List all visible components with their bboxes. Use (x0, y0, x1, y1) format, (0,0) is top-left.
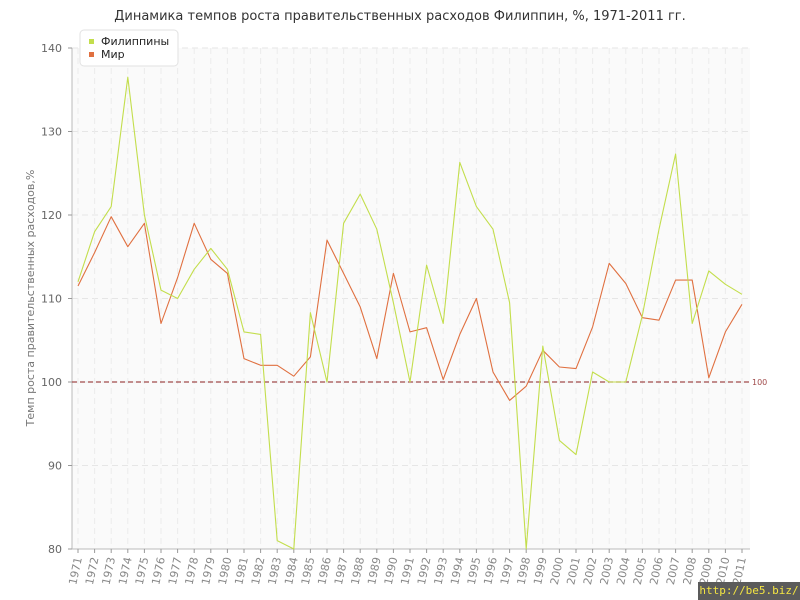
x-tick-label: 2002 (581, 556, 600, 586)
x-tick-label: 1987 (332, 556, 351, 586)
x-tick-label: 2010 (714, 556, 733, 586)
x-tick-label: 1997 (498, 556, 517, 586)
x-tick-label: 1983 (266, 556, 285, 586)
x-tick-label: 1995 (465, 556, 484, 586)
x-tick-label: 1977 (166, 556, 185, 586)
x-tick-label: 1979 (199, 556, 218, 586)
legend[interactable]: Филиппины Мир (79, 29, 179, 67)
x-tick-label: 2009 (697, 556, 716, 586)
x-tick-label: 2007 (664, 556, 683, 586)
x-tick-label: 2011 (730, 556, 749, 586)
x-tick-label: 1975 (133, 556, 152, 586)
legend-label-philippines: Филиппины (101, 35, 169, 48)
x-tick-label: 2000 (548, 556, 567, 586)
y-tick-label: 90 (48, 460, 62, 473)
series-line-world (77, 216, 743, 401)
x-tick-label: 2004 (614, 556, 633, 586)
chart-title: Динамика темпов роста правительственных … (114, 9, 686, 24)
y-tick-label: 140 (41, 42, 62, 55)
legend-label-world: Мир (101, 48, 125, 61)
x-tick-label: 1990 (382, 556, 401, 586)
x-tick-label: 1986 (315, 556, 334, 586)
x-tick-label: 1984 (282, 556, 301, 586)
x-tick-label: 1973 (100, 556, 119, 586)
x-tick-label: 1992 (415, 556, 434, 586)
watermark-link[interactable]: http://be5.biz/ (698, 582, 800, 600)
y-tick-label: 100 (41, 376, 62, 389)
x-tick-label: 1974 (116, 556, 135, 586)
x-tick-label: 2008 (681, 556, 700, 586)
x-tick-label: 1999 (531, 556, 550, 586)
x-tick-label: 2003 (598, 556, 617, 586)
x-tick-label: 1993 (432, 556, 451, 586)
x-axis-ticks: 1971197219731974197519761977197819791980… (66, 549, 749, 586)
reference-line-group: 100 (72, 378, 767, 387)
x-tick-label: 2001 (564, 556, 583, 586)
x-tick-label: 1989 (365, 556, 384, 586)
y-axis-ticks: 80 90 100 110 120 130 140 (41, 42, 72, 556)
x-tick-label: 1985 (299, 556, 318, 586)
x-tick-label: 1994 (448, 556, 467, 586)
y-tick-label: 80 (48, 543, 62, 556)
x-tick-label: 1998 (515, 556, 534, 586)
x-tick-label: 1978 (183, 556, 202, 586)
reference-line-label: 100 (752, 378, 767, 387)
y-tick-label: 120 (41, 209, 62, 222)
y-tick-label: 130 (41, 126, 62, 139)
series-line-philippines (77, 76, 743, 550)
x-tick-label: 2006 (647, 556, 666, 586)
legend-swatch-philippines (89, 39, 94, 44)
x-tick-label: 1981 (232, 556, 251, 586)
x-tick-label: 1972 (83, 556, 102, 586)
x-tick-label: 1971 (66, 556, 85, 586)
series-group (77, 76, 743, 550)
x-tick-label: 2005 (631, 556, 650, 586)
x-tick-label: 1976 (149, 556, 168, 586)
x-tick-label: 1991 (398, 556, 417, 586)
y-axis-label: Темп роста правительственных расходов,% (24, 170, 37, 428)
x-tick-label: 1982 (249, 556, 268, 586)
y-tick-label: 110 (41, 293, 62, 306)
legend-box (79, 29, 179, 67)
x-tick-label: 1980 (216, 556, 235, 586)
legend-swatch-world (89, 52, 94, 57)
x-tick-label: 1996 (481, 556, 500, 586)
x-tick-label: 1988 (349, 556, 368, 586)
